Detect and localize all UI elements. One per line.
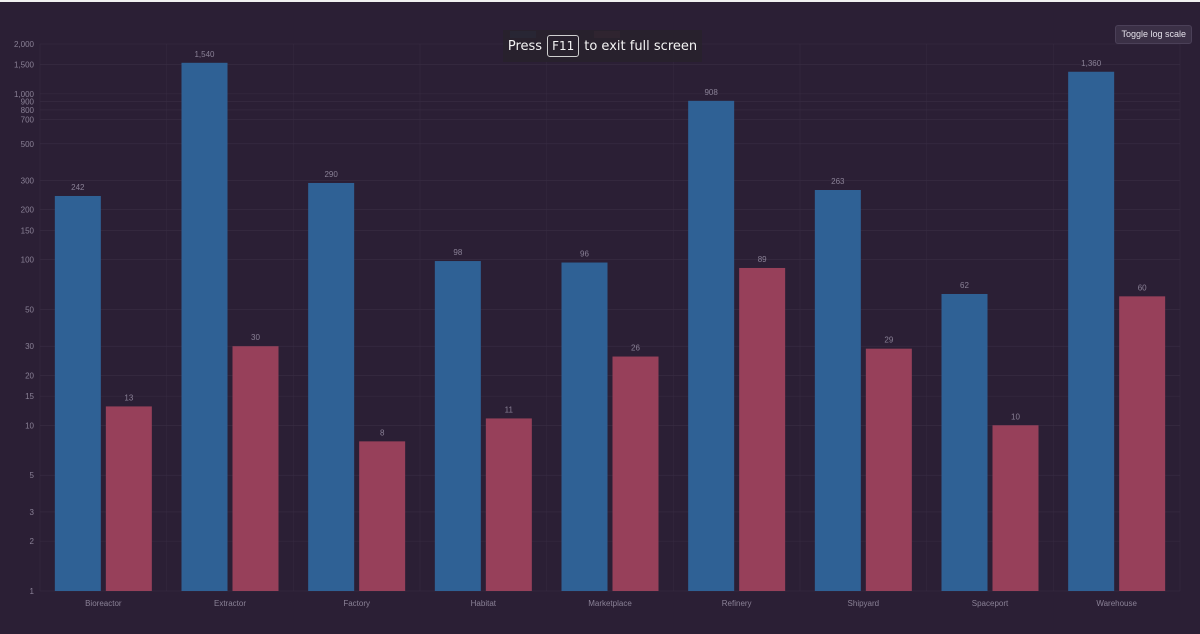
bar-value-label: 30 [251, 333, 260, 342]
bar-value-label: 8 [380, 428, 385, 437]
bar-marketplace-series-a[interactable] [561, 262, 608, 591]
y-tick-label: 3 [30, 508, 35, 517]
x-tick-label: Warehouse [1096, 599, 1137, 608]
bar-value-label: 13 [124, 393, 133, 402]
y-tick-label: 2,000 [14, 40, 35, 49]
bar-extractor-series-b[interactable] [232, 346, 279, 591]
y-tick-label: 150 [21, 226, 35, 235]
grid-lines [39, 43, 1181, 592]
bar-shipyard-series-b[interactable] [865, 348, 912, 591]
bar-value-label: 1,540 [194, 50, 215, 59]
y-tick-label: 800 [21, 106, 35, 115]
y-tick-label: 1,500 [14, 61, 35, 70]
x-tick-label: Marketplace [588, 599, 632, 608]
bar-value-label: 11 [505, 405, 514, 414]
y-tick-label: 700 [21, 116, 35, 125]
y-tick-label: 1,000 [14, 90, 35, 99]
bar-value-label: 290 [324, 170, 338, 179]
x-axis-ticks: Bioreactor Extractor Factory Habitat Marketp… [85, 599, 1137, 608]
bar-value-label: 1,360 [1081, 59, 1102, 68]
bar-marketplace-series-b[interactable] [612, 356, 659, 591]
y-tick-label: 2 [30, 537, 35, 546]
y-tick-label: 20 [25, 371, 34, 380]
y-tick-label: 500 [21, 140, 35, 149]
bar-value-label: 263 [831, 177, 845, 186]
bar-refinery-series-b[interactable] [739, 267, 786, 591]
bar-factory-series-b[interactable] [359, 441, 406, 591]
bar-bioreactor-series-a[interactable] [54, 195, 101, 591]
fullscreen-notice: Press F11 to exit full screen [503, 30, 702, 62]
bar-value-label: 10 [1011, 412, 1020, 421]
y-tick-label: 30 [25, 342, 34, 351]
toggle-log-scale-button[interactable]: Toggle log scale [1115, 25, 1192, 44]
bar-value-label: 26 [631, 344, 640, 353]
bar-warehouse-series-a[interactable] [1068, 71, 1115, 591]
x-tick-label: Extractor [214, 599, 246, 608]
bar-shipyard-series-a[interactable] [814, 189, 861, 592]
bar-habitat-series-b[interactable] [485, 418, 532, 591]
bar-value-label: 908 [704, 88, 718, 97]
y-tick-label: 1 [30, 587, 35, 596]
x-tick-label: Shipyard [848, 599, 880, 608]
y-tick-label: 50 [25, 305, 34, 314]
bar-value-label: 96 [580, 250, 589, 259]
bar-extractor-series-a[interactable] [181, 62, 228, 592]
bar-value-label: 89 [758, 255, 767, 264]
x-tick-label: Refinery [722, 599, 752, 608]
fullscreen-notice-suffix: to exit full screen [584, 38, 698, 54]
f11-key: F11 [547, 35, 580, 57]
x-tick-label: Spaceport [972, 599, 1009, 608]
bar-value-label: 98 [453, 248, 462, 257]
bar-habitat-series-a[interactable] [434, 261, 481, 591]
bars [54, 62, 1166, 592]
bar-warehouse-series-b[interactable] [1119, 296, 1166, 591]
x-tick-label: Habitat [471, 599, 497, 608]
bar-value-label: 29 [884, 336, 893, 345]
bar-value-label: 60 [1138, 283, 1147, 292]
value-labels: 242 13 1,540 30 290 8 98 11 96 26 908 89 263 29 62 10 1,… [71, 50, 1147, 438]
x-tick-label: Bioreactor [85, 599, 122, 608]
x-tick-label: Factory [343, 599, 370, 608]
fullscreen-notice-prefix: Press [507, 38, 543, 54]
bar-factory-series-a[interactable] [308, 182, 355, 591]
bar-bioreactor-series-b[interactable] [105, 406, 152, 591]
bar-value-label: 62 [960, 281, 969, 290]
bar-spaceport-series-a[interactable] [941, 293, 988, 591]
bar-refinery-series-a[interactable] [688, 100, 735, 591]
bar-spaceport-series-b[interactable] [992, 425, 1039, 591]
y-tick-label: 10 [25, 421, 34, 430]
y-axis-ticks: 123510152030501001502003005007008009001,… [14, 40, 35, 596]
y-tick-label: 200 [21, 206, 35, 215]
y-tick-label: 900 [21, 97, 35, 106]
bar-value-label: 242 [71, 183, 85, 192]
y-tick-label: 300 [21, 177, 35, 186]
y-tick-label: 5 [30, 471, 35, 480]
y-tick-label: 15 [25, 392, 34, 401]
y-tick-label: 100 [21, 256, 35, 265]
